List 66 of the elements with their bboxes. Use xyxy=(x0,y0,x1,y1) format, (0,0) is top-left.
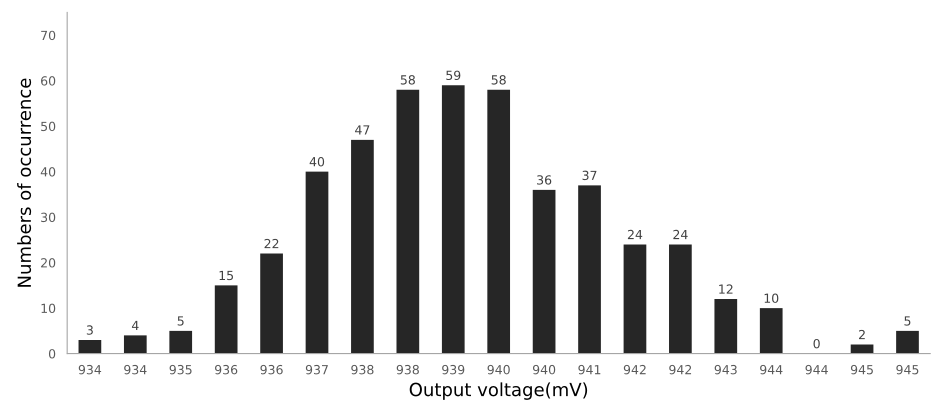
x-tick-label: 936 xyxy=(215,364,238,374)
bar xyxy=(124,335,147,354)
data-label: 15 xyxy=(220,270,234,280)
bar xyxy=(260,254,283,354)
data-label: 37 xyxy=(582,170,596,180)
x-tick-label: 935 xyxy=(170,364,192,374)
data-label: 58 xyxy=(400,75,415,85)
bar xyxy=(78,340,102,354)
bar xyxy=(760,308,783,354)
x-tick-label: 945 xyxy=(850,364,873,374)
bar xyxy=(442,85,465,354)
x-tick-label: 944 xyxy=(806,364,828,374)
data-label: 5 xyxy=(178,316,184,326)
data-label: 24 xyxy=(673,230,688,240)
data-label: 4 xyxy=(132,320,139,330)
bar xyxy=(896,330,919,354)
x-tick-label: 940 xyxy=(488,364,510,374)
x-tick-label: 939 xyxy=(442,364,464,374)
x-tick-label: 943 xyxy=(714,364,737,374)
data-label: 12 xyxy=(719,284,732,294)
data-label: 2 xyxy=(859,330,865,340)
x-tick-label: 944 xyxy=(760,364,782,374)
bar xyxy=(714,299,738,354)
y-tick-label: 0 xyxy=(48,349,56,359)
x-tick-label: 942 xyxy=(669,364,692,374)
x-tick-label: 936 xyxy=(260,364,283,374)
x-axis-title: Output voltage(mV) xyxy=(410,382,588,400)
data-label: 5 xyxy=(904,316,910,326)
data-label: 59 xyxy=(446,70,460,80)
x-tick-label: 940 xyxy=(532,364,556,374)
bar xyxy=(169,330,192,354)
bar xyxy=(624,244,646,354)
data-label: 36 xyxy=(537,175,552,185)
y-tick-label: 60 xyxy=(41,76,56,86)
bar xyxy=(306,172,328,354)
bar xyxy=(487,90,510,354)
bar xyxy=(532,190,556,354)
x-tick-label: 942 xyxy=(624,364,646,374)
y-tick-label: 40 xyxy=(40,167,56,177)
x-tick-label: 945 xyxy=(896,364,918,374)
data-label: 3 xyxy=(86,325,93,335)
y-axis-title: Numbers of occurrence xyxy=(17,78,32,287)
bar xyxy=(850,344,874,354)
bar xyxy=(214,285,238,354)
x-tick-label: 934 xyxy=(124,364,147,374)
y-tick-label: 20 xyxy=(41,258,56,268)
bar xyxy=(396,90,420,354)
data-label: 0 xyxy=(813,338,820,348)
data-label: 22 xyxy=(264,238,278,248)
y-tick-label: 10 xyxy=(42,304,56,314)
bar xyxy=(578,185,601,354)
bar xyxy=(669,244,692,354)
data-label: 24 xyxy=(628,230,642,240)
data-label: 40 xyxy=(310,157,324,166)
y-tick-label: 30 xyxy=(41,212,56,222)
data-label: 10 xyxy=(764,293,778,303)
data-label: 58 xyxy=(492,75,506,85)
bar xyxy=(351,140,374,354)
x-tick-label: 938 xyxy=(351,364,374,374)
x-tick-label: 934 xyxy=(78,364,102,374)
x-tick-label: 941 xyxy=(578,364,600,374)
y-tick-label: 70 xyxy=(41,30,56,40)
x-tick-label: 938 xyxy=(396,364,419,374)
y-tick-label: 50 xyxy=(41,122,56,132)
x-tick-label: 937 xyxy=(306,364,328,374)
data-label: 47 xyxy=(355,125,370,134)
